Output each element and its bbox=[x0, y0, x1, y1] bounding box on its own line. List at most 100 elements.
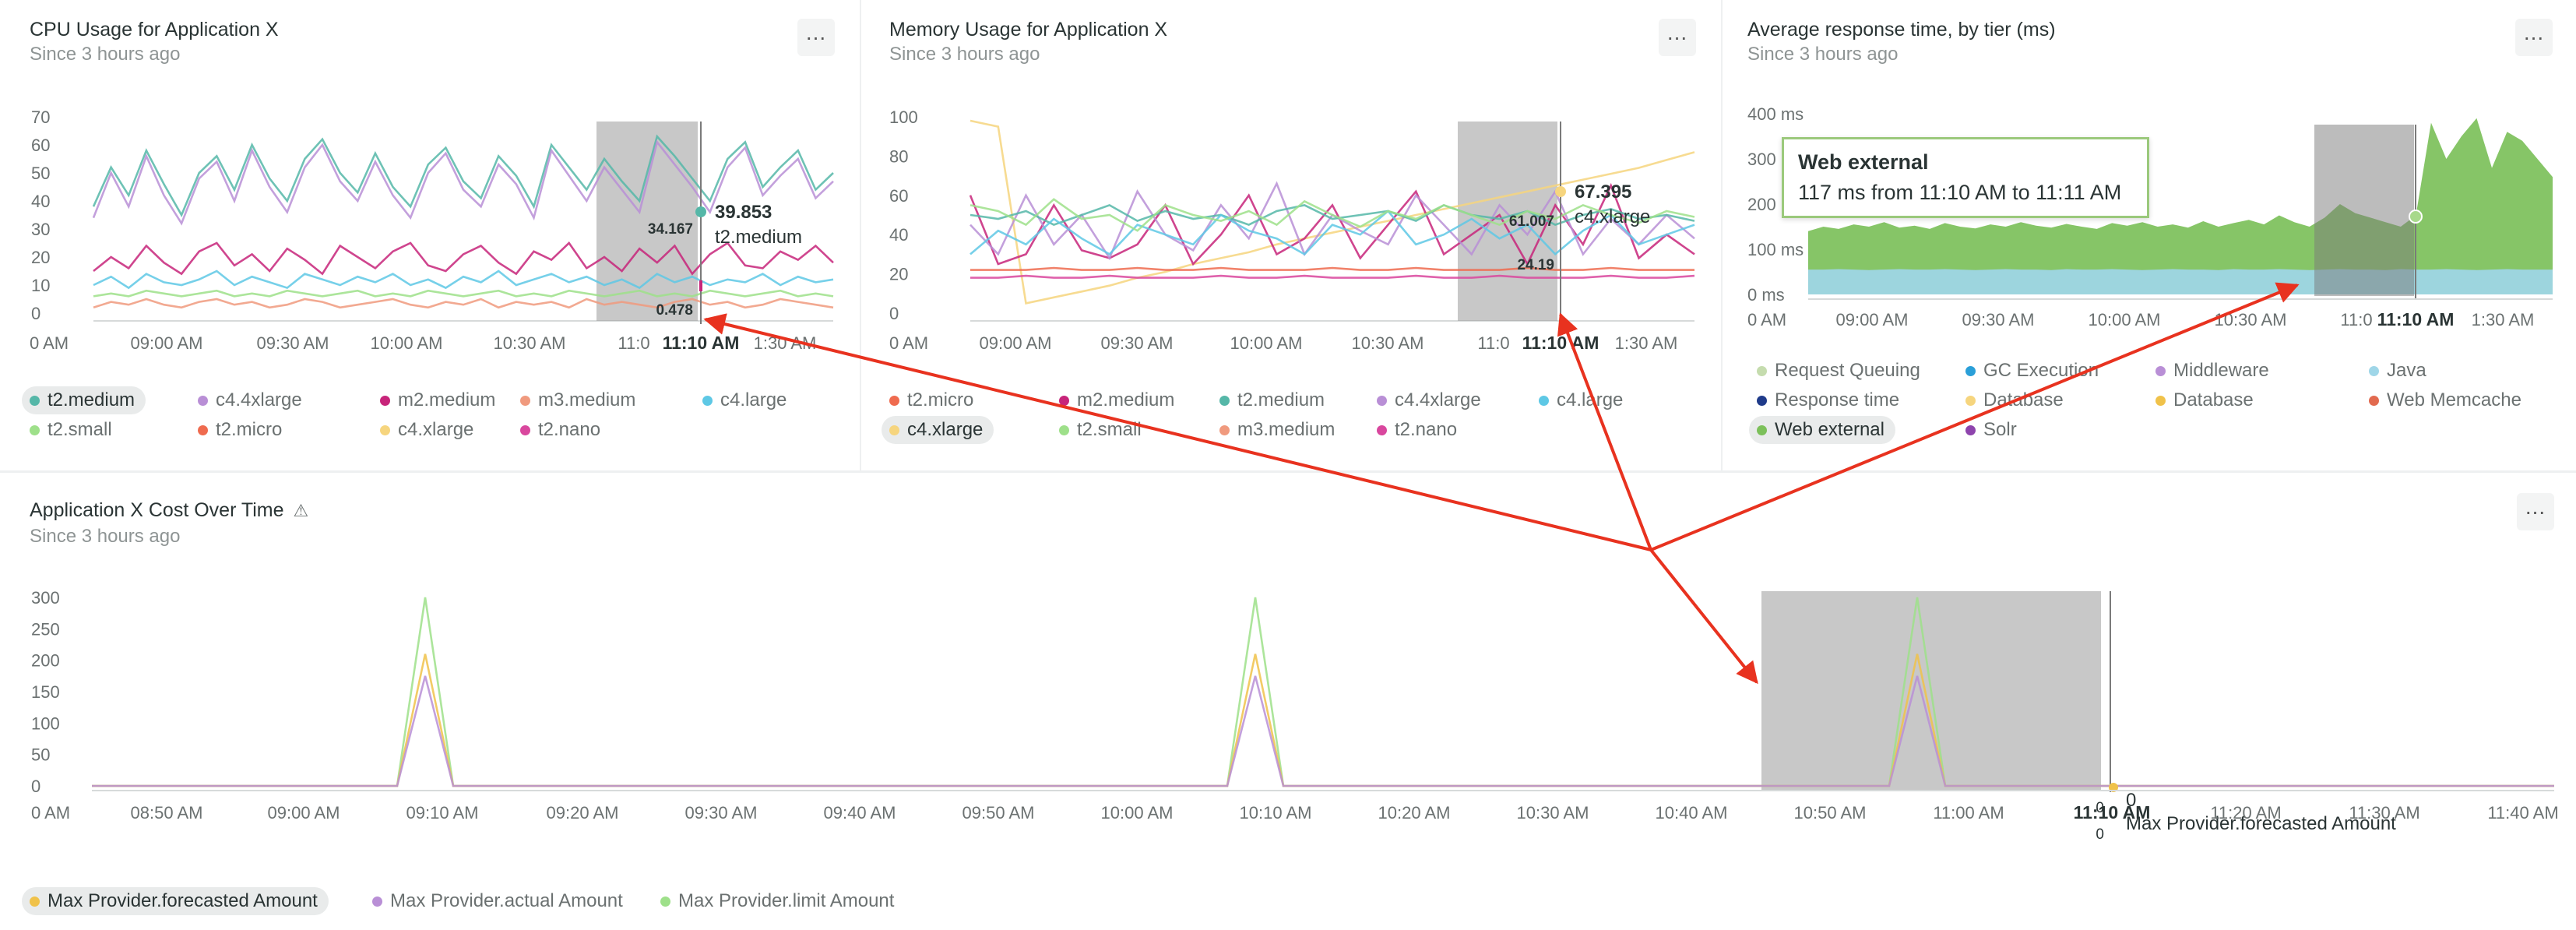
series-line-t2-medium bbox=[92, 134, 834, 217]
warning-icon[interactable]: ⚠ bbox=[293, 501, 309, 520]
hover-value: 67.395 bbox=[1575, 181, 1631, 203]
legend-label: t2.nano bbox=[538, 419, 601, 440]
x-tick-label: 0 AM bbox=[30, 333, 69, 353]
y-tick-label: 100 ms bbox=[1747, 240, 1804, 259]
legend-item-t2-micro[interactable]: t2.micro bbox=[198, 416, 282, 444]
panel-subtitle: Since 3 hours ago bbox=[30, 44, 181, 65]
legend-item-web-memcache[interactable]: Web Memcache bbox=[2369, 386, 2521, 414]
selection-band bbox=[2314, 125, 2414, 296]
legend-dot-icon bbox=[380, 425, 390, 435]
legend-label: Database bbox=[1983, 389, 2064, 410]
y-tick-label: 300 bbox=[31, 588, 60, 608]
legend-item-database[interactable]: Database bbox=[1965, 386, 2064, 414]
legend-dot-icon bbox=[198, 396, 208, 406]
panel-title: Application X Cost Over Time ⚠ bbox=[30, 499, 308, 522]
legend-item-c4-4xlarge[interactable]: c4.4xlarge bbox=[1377, 386, 1481, 414]
legend-label: m2.medium bbox=[1077, 389, 1175, 410]
x-tick-label: 11:00 AM bbox=[1933, 803, 2004, 823]
legend-item-max-provider-limit-amount[interactable]: Max Provider.limit Amount bbox=[660, 887, 894, 915]
more-options-icon[interactable]: ... bbox=[2517, 493, 2554, 530]
x-tick-label: 1:30 AM bbox=[1615, 333, 1678, 353]
legend-item-t2-small[interactable]: t2.small bbox=[1059, 416, 1142, 444]
legend-item-max-provider-actual-amount[interactable]: Max Provider.actual Amount bbox=[372, 887, 623, 915]
legend-label: t2.small bbox=[48, 419, 112, 440]
legend-dot-icon bbox=[1757, 366, 1767, 376]
series-line-t2-small bbox=[93, 289, 834, 298]
memory-usage-panel: Memory Usage for Application X Since 3 h… bbox=[861, 0, 1721, 470]
y-tick-label: 80 bbox=[889, 146, 908, 166]
legend-item-java[interactable]: Java bbox=[2369, 357, 2426, 385]
response-time-panel: Average response time, by tier (ms) Sinc… bbox=[1723, 0, 2576, 470]
y-tick-label: 40 bbox=[889, 225, 908, 245]
legend-item-max-provider-forecasted-amount[interactable]: Max Provider.forecasted Amount bbox=[22, 887, 329, 915]
legend-item-c4-4xlarge[interactable]: c4.4xlarge bbox=[198, 386, 302, 414]
legend-dot-icon bbox=[702, 396, 713, 406]
x-tick-label: 08:50 AM bbox=[131, 803, 203, 823]
legend-item-middleware[interactable]: Middleware bbox=[2155, 357, 2269, 385]
x-tick-label: 09:30 AM bbox=[1962, 310, 2035, 329]
y-tick-label: 10 bbox=[31, 276, 50, 295]
legend-item-m3-medium[interactable]: m3.medium bbox=[520, 386, 635, 414]
x-tick-label: 09:20 AM bbox=[547, 803, 619, 823]
hover-value: 39.853 bbox=[715, 202, 772, 223]
legend-item-m2-medium[interactable]: m2.medium bbox=[380, 386, 495, 414]
y-tick-label: 30 bbox=[31, 220, 50, 239]
panel-title: CPU Usage for Application X bbox=[30, 19, 279, 41]
series-line-max-provider-actual-amount bbox=[92, 675, 2554, 787]
x-tick-label: 11:0 bbox=[1477, 333, 1509, 353]
legend-item-t2-micro[interactable]: t2.micro bbox=[889, 386, 973, 414]
legend-item-request-queuing[interactable]: Request Queuing bbox=[1757, 357, 1920, 385]
legend-item-m2-medium[interactable]: m2.medium bbox=[1059, 386, 1174, 414]
legend-dot-icon bbox=[1757, 396, 1767, 406]
legend-item-solr[interactable]: Solr bbox=[1965, 416, 2017, 444]
y-tick-label: 400 ms bbox=[1747, 104, 1804, 124]
legend-dot-icon bbox=[520, 396, 530, 406]
y-tick-label: 250 bbox=[31, 619, 60, 639]
legend-dot-icon bbox=[30, 425, 40, 435]
legend-label: Max Provider.forecasted Amount bbox=[48, 890, 318, 911]
y-tick-label: 200 bbox=[1747, 195, 1776, 214]
panel-title-text: Application X Cost Over Time bbox=[30, 499, 284, 521]
x-tick-label: 10:00 AM bbox=[371, 333, 443, 353]
legend-label: Response time bbox=[1775, 389, 1900, 410]
x-tick-label: 11:0 bbox=[618, 333, 649, 353]
x-tick-label: 0 AM bbox=[889, 333, 928, 353]
more-options-icon[interactable]: ... bbox=[797, 19, 835, 56]
y-tick-label: 0 bbox=[889, 304, 899, 323]
memory-chart[interactable]: 100 80 60 40 20 0 0 AM 09:00 AM 09:30 AM 10:00 AM… bbox=[861, 0, 1721, 366]
x-tick-label: 10:40 AM bbox=[1656, 803, 1728, 823]
legend-item-m3-medium[interactable]: m3.medium bbox=[1219, 416, 1335, 444]
legend-item-c4-large[interactable]: c4.large bbox=[1539, 386, 1623, 414]
more-options-icon[interactable]: ... bbox=[2515, 19, 2553, 56]
legend-dot-icon bbox=[1059, 425, 1069, 435]
legend-dot-icon bbox=[1219, 396, 1230, 406]
x-tick-label: 10:20 AM bbox=[1378, 803, 1451, 823]
x-tick-label: 11:40 AM bbox=[2487, 803, 2558, 823]
legend-item-c4-large[interactable]: c4.large bbox=[702, 386, 787, 414]
cpu-chart[interactable]: 70 60 50 40 30 20 10 0 0 AM 09:00 AM 09:30 AM 10:00… bbox=[0, 0, 860, 366]
legend-item-t2-nano[interactable]: t2.nano bbox=[520, 416, 600, 444]
legend-item-c4-xlarge[interactable]: c4.xlarge bbox=[882, 416, 994, 444]
x-tick-label: 0 AM bbox=[1747, 310, 1786, 329]
legend-item-c4-xlarge[interactable]: c4.xlarge bbox=[380, 416, 473, 444]
legend-dot-icon bbox=[889, 425, 899, 435]
legend-label: Middleware bbox=[2173, 360, 2269, 381]
legend-item-t2-medium[interactable]: t2.medium bbox=[22, 386, 146, 414]
hover-series: c4.xlarge bbox=[1575, 206, 1650, 227]
legend-item-gc-execution[interactable]: GC Execution bbox=[1965, 357, 2099, 385]
legend-item-database[interactable]: Database bbox=[2155, 386, 2254, 414]
legend-item-t2-small[interactable]: t2.small bbox=[30, 416, 112, 444]
legend-item-t2-medium[interactable]: t2.medium bbox=[1219, 386, 1325, 414]
series-line-t2-medium bbox=[970, 203, 1695, 227]
legend-item-response-time[interactable]: Response time bbox=[1757, 386, 1899, 414]
legend-dot-icon bbox=[198, 425, 208, 435]
chart-tooltip: Web external 117 ms from 11:10 AM to 11:… bbox=[1782, 137, 2149, 218]
legend-dot-icon bbox=[2155, 396, 2166, 406]
x-tick-label: 11:10 AM bbox=[663, 333, 740, 353]
more-options-icon[interactable]: ... bbox=[1659, 19, 1696, 56]
legend-dot-icon bbox=[660, 897, 670, 907]
legend-item-t2-nano[interactable]: t2.nano bbox=[1377, 416, 1457, 444]
x-tick-label: 09:30 AM bbox=[1101, 333, 1174, 353]
legend-item-web-external[interactable]: Web external bbox=[1749, 416, 1895, 444]
